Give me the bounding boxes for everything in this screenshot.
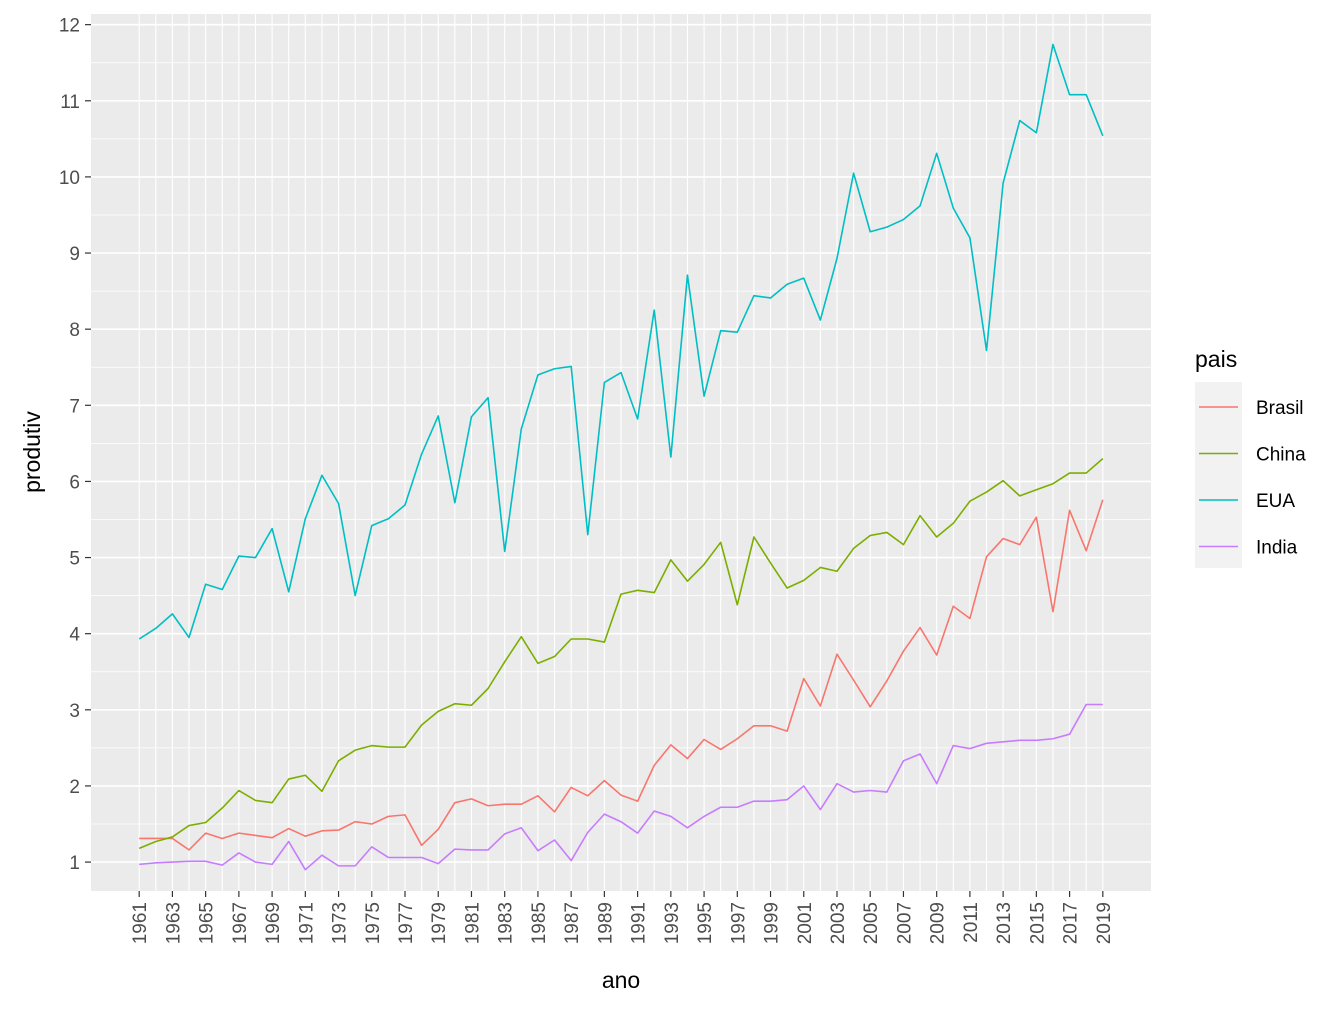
x-axis: 1961 1963 1965 1967 1969 1971 1973 1975 1977 1979… (130, 891, 1115, 944)
x-tick-label: 1997 (728, 902, 749, 944)
x-tick-label: 1963 (163, 902, 184, 944)
series-lines (138, 43, 1104, 871)
x-tick-label: 2007 (894, 902, 915, 944)
series-line-china (138, 457, 1104, 850)
x-tick-label: 2019 (1094, 902, 1115, 944)
x-tick-label: 2001 (795, 902, 816, 944)
series-line-brasil (139, 499, 1104, 851)
y-tick-label: 3 (69, 701, 80, 722)
y-axis-title: produtiv (19, 411, 45, 493)
y-tick-label: 7 (69, 396, 80, 417)
legend-label: India (1256, 538, 1298, 559)
x-tick-label: 1999 (762, 902, 783, 944)
x-tick-label: 1971 (296, 902, 317, 944)
x-tick-label: 1977 (396, 902, 417, 944)
y-tick-label: 1 (69, 853, 80, 874)
x-tick-label: 1973 (330, 902, 351, 944)
y-tick-label: 12 (59, 16, 80, 37)
legend-label: China (1256, 445, 1306, 466)
x-tick-label: 2013 (994, 902, 1015, 944)
x-tick-label: 1965 (197, 902, 218, 944)
legend: pais Brasil China EUA India (1195, 346, 1306, 568)
x-tick-label: 1981 (462, 902, 483, 944)
y-tick-label: 8 (69, 320, 80, 341)
x-tick-label: 1969 (263, 902, 284, 944)
major-gridlines (91, 14, 1151, 891)
x-axis-title: ano (602, 967, 640, 993)
legend-key-background (1195, 382, 1242, 568)
series-line-india (139, 703, 1103, 871)
x-tick-label: 2009 (928, 902, 949, 944)
x-tick-label: 1985 (529, 902, 550, 944)
x-tick-label: 1993 (662, 902, 683, 944)
x-tick-label: 1961 (130, 902, 151, 944)
y-tick-label: 10 (59, 168, 80, 189)
x-tick-label: 1989 (595, 902, 616, 944)
x-tick-label: 2005 (861, 902, 882, 944)
x-tick-label: 1987 (562, 902, 583, 944)
y-tick-label: 11 (60, 92, 80, 113)
x-tick-label: 2015 (1027, 902, 1048, 944)
x-tick-label: 1983 (496, 902, 517, 944)
legend-title: pais (1195, 346, 1237, 372)
x-tick-label: 2017 (1061, 902, 1082, 944)
y-tick-label: 5 (69, 549, 80, 570)
y-tick-label: 9 (69, 244, 80, 265)
x-tick-label: 2011 (961, 902, 982, 943)
series-line-eua (138, 43, 1104, 640)
y-tick-label: 4 (69, 625, 80, 646)
legend-label: EUA (1256, 491, 1295, 512)
x-tick-label: 1991 (629, 902, 650, 944)
x-tick-label: 1975 (363, 902, 384, 944)
y-tick-label: 6 (69, 472, 80, 493)
x-tick-label: 1995 (695, 902, 716, 944)
x-tick-label: 1967 (230, 902, 251, 944)
y-tick-label: 2 (69, 777, 80, 798)
x-tick-label: 1979 (429, 902, 450, 944)
legend-label: Brasil (1256, 398, 1304, 419)
x-tick-label: 2003 (828, 902, 849, 944)
